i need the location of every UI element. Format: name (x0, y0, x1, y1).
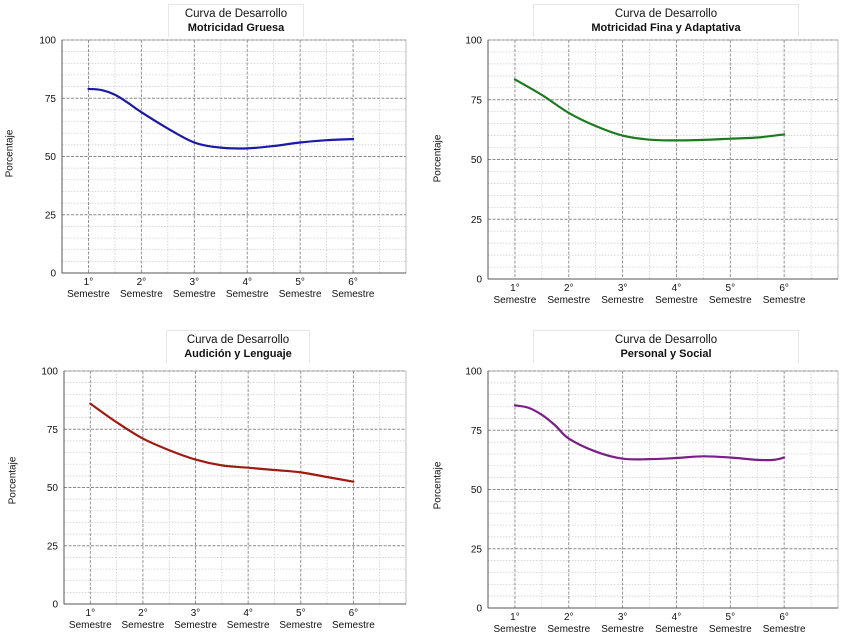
y-tick-label: 0 (476, 604, 482, 615)
y-tick-label: 25 (471, 544, 483, 555)
x-tick-label: Semestre (226, 289, 269, 300)
y-tick-label: 100 (465, 36, 482, 47)
y-tick-label: 0 (52, 600, 58, 611)
x-tick-label: 5° (726, 612, 736, 623)
x-tick-label: 3° (190, 277, 200, 288)
chart-title-box: Curva de Desarrollo Personal y Social (533, 330, 799, 363)
chart-panel-audicion-lenguaje: Curva de Desarrollo Audición y Lenguaje … (0, 319, 425, 638)
y-tick-label: 50 (45, 152, 57, 163)
x-tick-label: 6° (349, 608, 359, 619)
x-tick-label: Semestre (173, 289, 216, 300)
series-line (89, 402, 355, 483)
x-tick-label: 3° (191, 608, 201, 619)
y-tick-label: 100 (41, 367, 58, 378)
x-tick-label: Semestre (547, 295, 590, 306)
x-tick-label: 2° (138, 608, 148, 619)
y-tick-label: 75 (47, 425, 59, 436)
series-line (87, 87, 355, 150)
line-chart-audicion-lenguaje: 02550751001°Semestre2°Semestre3°Semestre… (41, 367, 407, 631)
x-tick-label: Semestre (547, 624, 590, 635)
line-chart-motricidad-gruesa: 02550751001°Semestre2°Semestre3°Semestre… (39, 36, 407, 300)
chart-panel-motricidad-fina: Curva de Desarrollo Motricidad Fina y Ad… (425, 0, 850, 319)
y-tick-label: 50 (471, 155, 483, 166)
x-tick-label: Semestre (332, 620, 375, 631)
y-axis-label: Porcentaje (4, 129, 16, 178)
chart-title: Curva de Desarrollo (186, 334, 290, 346)
x-tick-label: Semestre (120, 289, 163, 300)
y-tick-label: 0 (476, 275, 482, 286)
x-tick-label: 1° (84, 277, 94, 288)
y-tick-label: 75 (471, 95, 483, 106)
x-tick-label: Semestre (494, 624, 537, 635)
x-tick-label: 6° (348, 277, 358, 288)
plot-area (487, 370, 839, 609)
x-tick-label: Semestre (601, 295, 644, 306)
x-tick-label: Semestre (67, 289, 110, 300)
x-tick-label: Semestre (709, 295, 752, 306)
chart-panel-personal-social: Curva de Desarrollo Personal y Social Po… (425, 319, 850, 638)
y-tick-label: 25 (47, 541, 59, 552)
x-tick-label: 5° (295, 277, 305, 288)
x-tick-label: Semestre (655, 624, 698, 635)
x-tick-label: 6° (779, 612, 789, 623)
x-tick-label: 3° (618, 612, 628, 623)
x-tick-label: Semestre (655, 295, 698, 306)
series-line (513, 78, 786, 142)
x-tick-label: 5° (296, 608, 306, 619)
x-tick-label: 1° (510, 283, 520, 294)
y-axis-label: Porcentaje (432, 461, 444, 510)
chart-subtitle: Motricidad Gruesa (187, 22, 285, 34)
line-chart-motricidad-fina: 02550751001°Semestre2°Semestre3°Semestre… (465, 36, 839, 306)
chart-subtitle: Personal y Social (620, 348, 712, 360)
y-tick-label: 100 (465, 367, 482, 378)
chart-title: Curva de Desarrollo (184, 8, 288, 20)
y-tick-label: 50 (47, 483, 59, 494)
chart-title: Curva de Desarrollo (614, 8, 718, 20)
x-tick-label: 1° (86, 608, 96, 619)
x-tick-label: Semestre (332, 289, 375, 300)
x-tick-label: 3° (618, 283, 628, 294)
chart-title-box: Curva de Desarrollo Motricidad Gruesa (168, 4, 304, 37)
y-tick-label: 75 (471, 426, 483, 437)
x-tick-label: 4° (242, 277, 252, 288)
y-axis-label: Porcentaje (7, 456, 19, 505)
chart-title-box: Curva de Desarrollo Audición y Lenguaje (166, 330, 310, 363)
x-tick-label: 2° (137, 277, 147, 288)
x-tick-label: 2° (564, 612, 574, 623)
chart-title-box: Curva de Desarrollo Motricidad Fina y Ad… (533, 4, 799, 37)
x-tick-label: 4° (243, 608, 253, 619)
y-tick-label: 100 (39, 36, 56, 47)
x-tick-label: 5° (726, 283, 736, 294)
x-tick-label: Semestre (601, 624, 644, 635)
y-tick-label: 0 (50, 269, 56, 280)
y-tick-label: 50 (471, 485, 483, 496)
x-tick-label: 4° (672, 283, 682, 294)
x-tick-label: 1° (510, 612, 520, 623)
x-tick-label: Semestre (227, 620, 270, 631)
x-tick-label: Semestre (69, 620, 112, 631)
series-line (513, 404, 786, 462)
x-tick-label: Semestre (494, 295, 537, 306)
x-tick-label: Semestre (122, 620, 165, 631)
plot-area (487, 39, 839, 280)
chart-panel-motricidad-gruesa: Curva de Desarrollo Motricidad Gruesa Po… (0, 0, 425, 319)
x-tick-label: Semestre (763, 295, 806, 306)
chart-title: Curva de Desarrollo (614, 334, 718, 346)
x-tick-label: 4° (672, 612, 682, 623)
chart-subtitle: Motricidad Fina y Adaptativa (591, 22, 741, 34)
y-tick-label: 25 (471, 215, 483, 226)
x-tick-label: Semestre (709, 624, 752, 635)
x-tick-label: Semestre (279, 620, 322, 631)
y-tick-label: 75 (45, 94, 57, 105)
line-chart-personal-social: 02550751001°Semestre2°Semestre3°Semestre… (465, 367, 839, 635)
x-tick-label: Semestre (763, 624, 806, 635)
chart-subtitle: Audición y Lenguaje (184, 348, 292, 360)
x-tick-label: 2° (564, 283, 574, 294)
x-tick-label: Semestre (174, 620, 217, 631)
x-tick-label: Semestre (279, 289, 322, 300)
y-tick-label: 25 (45, 210, 57, 221)
x-tick-label: 6° (779, 283, 789, 294)
y-axis-label: Porcentaje (432, 134, 444, 183)
